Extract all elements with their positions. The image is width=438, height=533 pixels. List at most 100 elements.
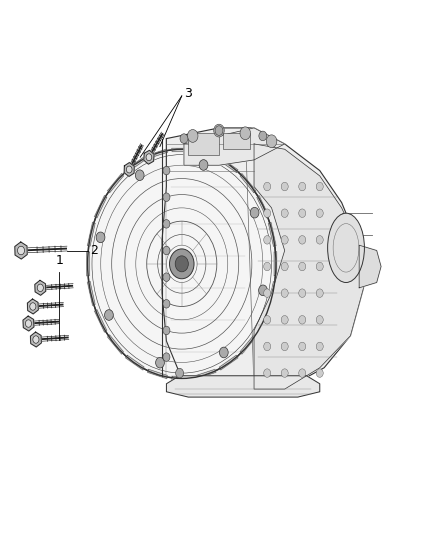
Text: 1: 1 [55, 254, 63, 266]
Circle shape [266, 135, 277, 148]
Polygon shape [95, 196, 106, 218]
Polygon shape [148, 149, 167, 158]
Circle shape [163, 246, 170, 255]
Polygon shape [88, 222, 95, 246]
Circle shape [264, 182, 271, 191]
Circle shape [214, 124, 224, 137]
Polygon shape [35, 280, 46, 295]
Polygon shape [240, 174, 256, 193]
Circle shape [299, 182, 306, 191]
Circle shape [170, 249, 194, 279]
Circle shape [126, 166, 132, 173]
Polygon shape [196, 369, 216, 378]
Circle shape [240, 127, 251, 140]
Circle shape [163, 193, 170, 201]
Circle shape [264, 289, 271, 297]
Polygon shape [162, 128, 364, 394]
Circle shape [299, 316, 306, 324]
Circle shape [299, 262, 306, 271]
Polygon shape [124, 163, 134, 176]
Circle shape [299, 369, 306, 377]
Circle shape [316, 209, 323, 217]
Polygon shape [257, 310, 269, 332]
Circle shape [264, 262, 271, 271]
Text: 2: 2 [90, 244, 98, 257]
Polygon shape [254, 144, 364, 389]
Circle shape [316, 182, 323, 191]
Circle shape [281, 342, 288, 351]
Polygon shape [23, 316, 34, 331]
Circle shape [281, 209, 288, 217]
Circle shape [187, 130, 198, 142]
Circle shape [180, 134, 188, 143]
Circle shape [146, 154, 152, 161]
Circle shape [25, 320, 32, 327]
Polygon shape [108, 335, 124, 354]
Circle shape [264, 236, 271, 244]
Circle shape [281, 182, 288, 191]
Polygon shape [196, 149, 216, 158]
Polygon shape [148, 369, 167, 378]
Circle shape [299, 209, 306, 217]
Circle shape [105, 310, 113, 320]
Circle shape [96, 232, 105, 243]
Polygon shape [274, 252, 277, 276]
Circle shape [155, 357, 164, 368]
Circle shape [163, 353, 170, 361]
Circle shape [281, 236, 288, 244]
Polygon shape [359, 245, 381, 288]
Polygon shape [257, 196, 269, 218]
Polygon shape [87, 252, 89, 276]
FancyBboxPatch shape [188, 133, 219, 155]
Circle shape [250, 207, 259, 218]
Circle shape [299, 342, 306, 351]
Circle shape [163, 166, 170, 175]
Circle shape [175, 256, 188, 272]
Circle shape [163, 220, 170, 228]
Polygon shape [15, 242, 27, 259]
Circle shape [163, 273, 170, 281]
Circle shape [264, 369, 271, 377]
Text: 3: 3 [184, 87, 192, 100]
Polygon shape [126, 356, 144, 370]
Polygon shape [240, 335, 256, 354]
Circle shape [299, 289, 306, 297]
Polygon shape [31, 332, 41, 347]
Polygon shape [172, 376, 192, 379]
Circle shape [258, 285, 267, 296]
Circle shape [176, 368, 184, 378]
Circle shape [88, 149, 276, 378]
Polygon shape [95, 310, 106, 332]
Polygon shape [268, 222, 276, 246]
Circle shape [316, 369, 323, 377]
Ellipse shape [328, 213, 364, 282]
Circle shape [33, 336, 39, 343]
Circle shape [199, 160, 208, 171]
Polygon shape [28, 299, 38, 314]
Circle shape [215, 126, 223, 135]
Circle shape [163, 326, 170, 335]
Circle shape [259, 131, 267, 141]
Circle shape [281, 289, 288, 297]
Polygon shape [184, 128, 285, 165]
Circle shape [264, 342, 271, 351]
Polygon shape [144, 150, 154, 164]
Polygon shape [268, 281, 276, 305]
Polygon shape [126, 158, 144, 172]
Circle shape [135, 170, 144, 181]
Circle shape [37, 284, 43, 292]
Circle shape [316, 342, 323, 351]
Polygon shape [219, 158, 238, 172]
FancyBboxPatch shape [223, 133, 250, 149]
Circle shape [18, 246, 25, 255]
Polygon shape [219, 356, 238, 370]
Circle shape [30, 303, 36, 310]
Circle shape [299, 236, 306, 244]
Circle shape [264, 209, 271, 217]
Polygon shape [88, 281, 95, 305]
Circle shape [281, 262, 288, 271]
Circle shape [316, 262, 323, 271]
Circle shape [163, 300, 170, 308]
Circle shape [219, 347, 228, 358]
Circle shape [264, 316, 271, 324]
